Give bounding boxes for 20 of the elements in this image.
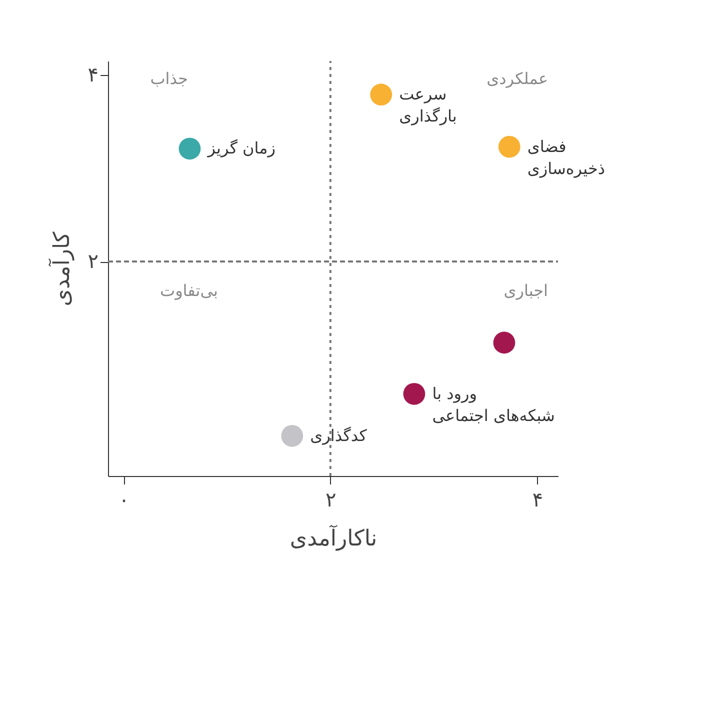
x-axis-title: ناکارآمدی (290, 524, 378, 552)
x-tick-label: ۰ (118, 488, 130, 512)
annotation: ورود با شبکه‌های اجتماعی (432, 384, 555, 425)
x-tick-label: ۲ (326, 488, 336, 512)
point (281, 424, 304, 447)
point (178, 138, 201, 160)
point (498, 136, 520, 158)
x-tick-label: ۴ (532, 488, 544, 512)
point (403, 383, 426, 405)
annotation: سرعت بارگذاری (399, 84, 457, 126)
annotation: زمان گریز (206, 138, 276, 158)
annotation: اجباری (504, 281, 548, 300)
point (370, 84, 392, 106)
annotation: جذاب (150, 69, 188, 88)
point (493, 332, 516, 354)
annotation: فضای ذخیره‌سازی (527, 136, 605, 178)
annotation: بی‌تفاوت (160, 281, 218, 300)
annotation: کدگذاری (310, 426, 368, 445)
y-axis-title: کارآمدی (48, 231, 75, 306)
annotation: عملکردی (486, 69, 548, 88)
